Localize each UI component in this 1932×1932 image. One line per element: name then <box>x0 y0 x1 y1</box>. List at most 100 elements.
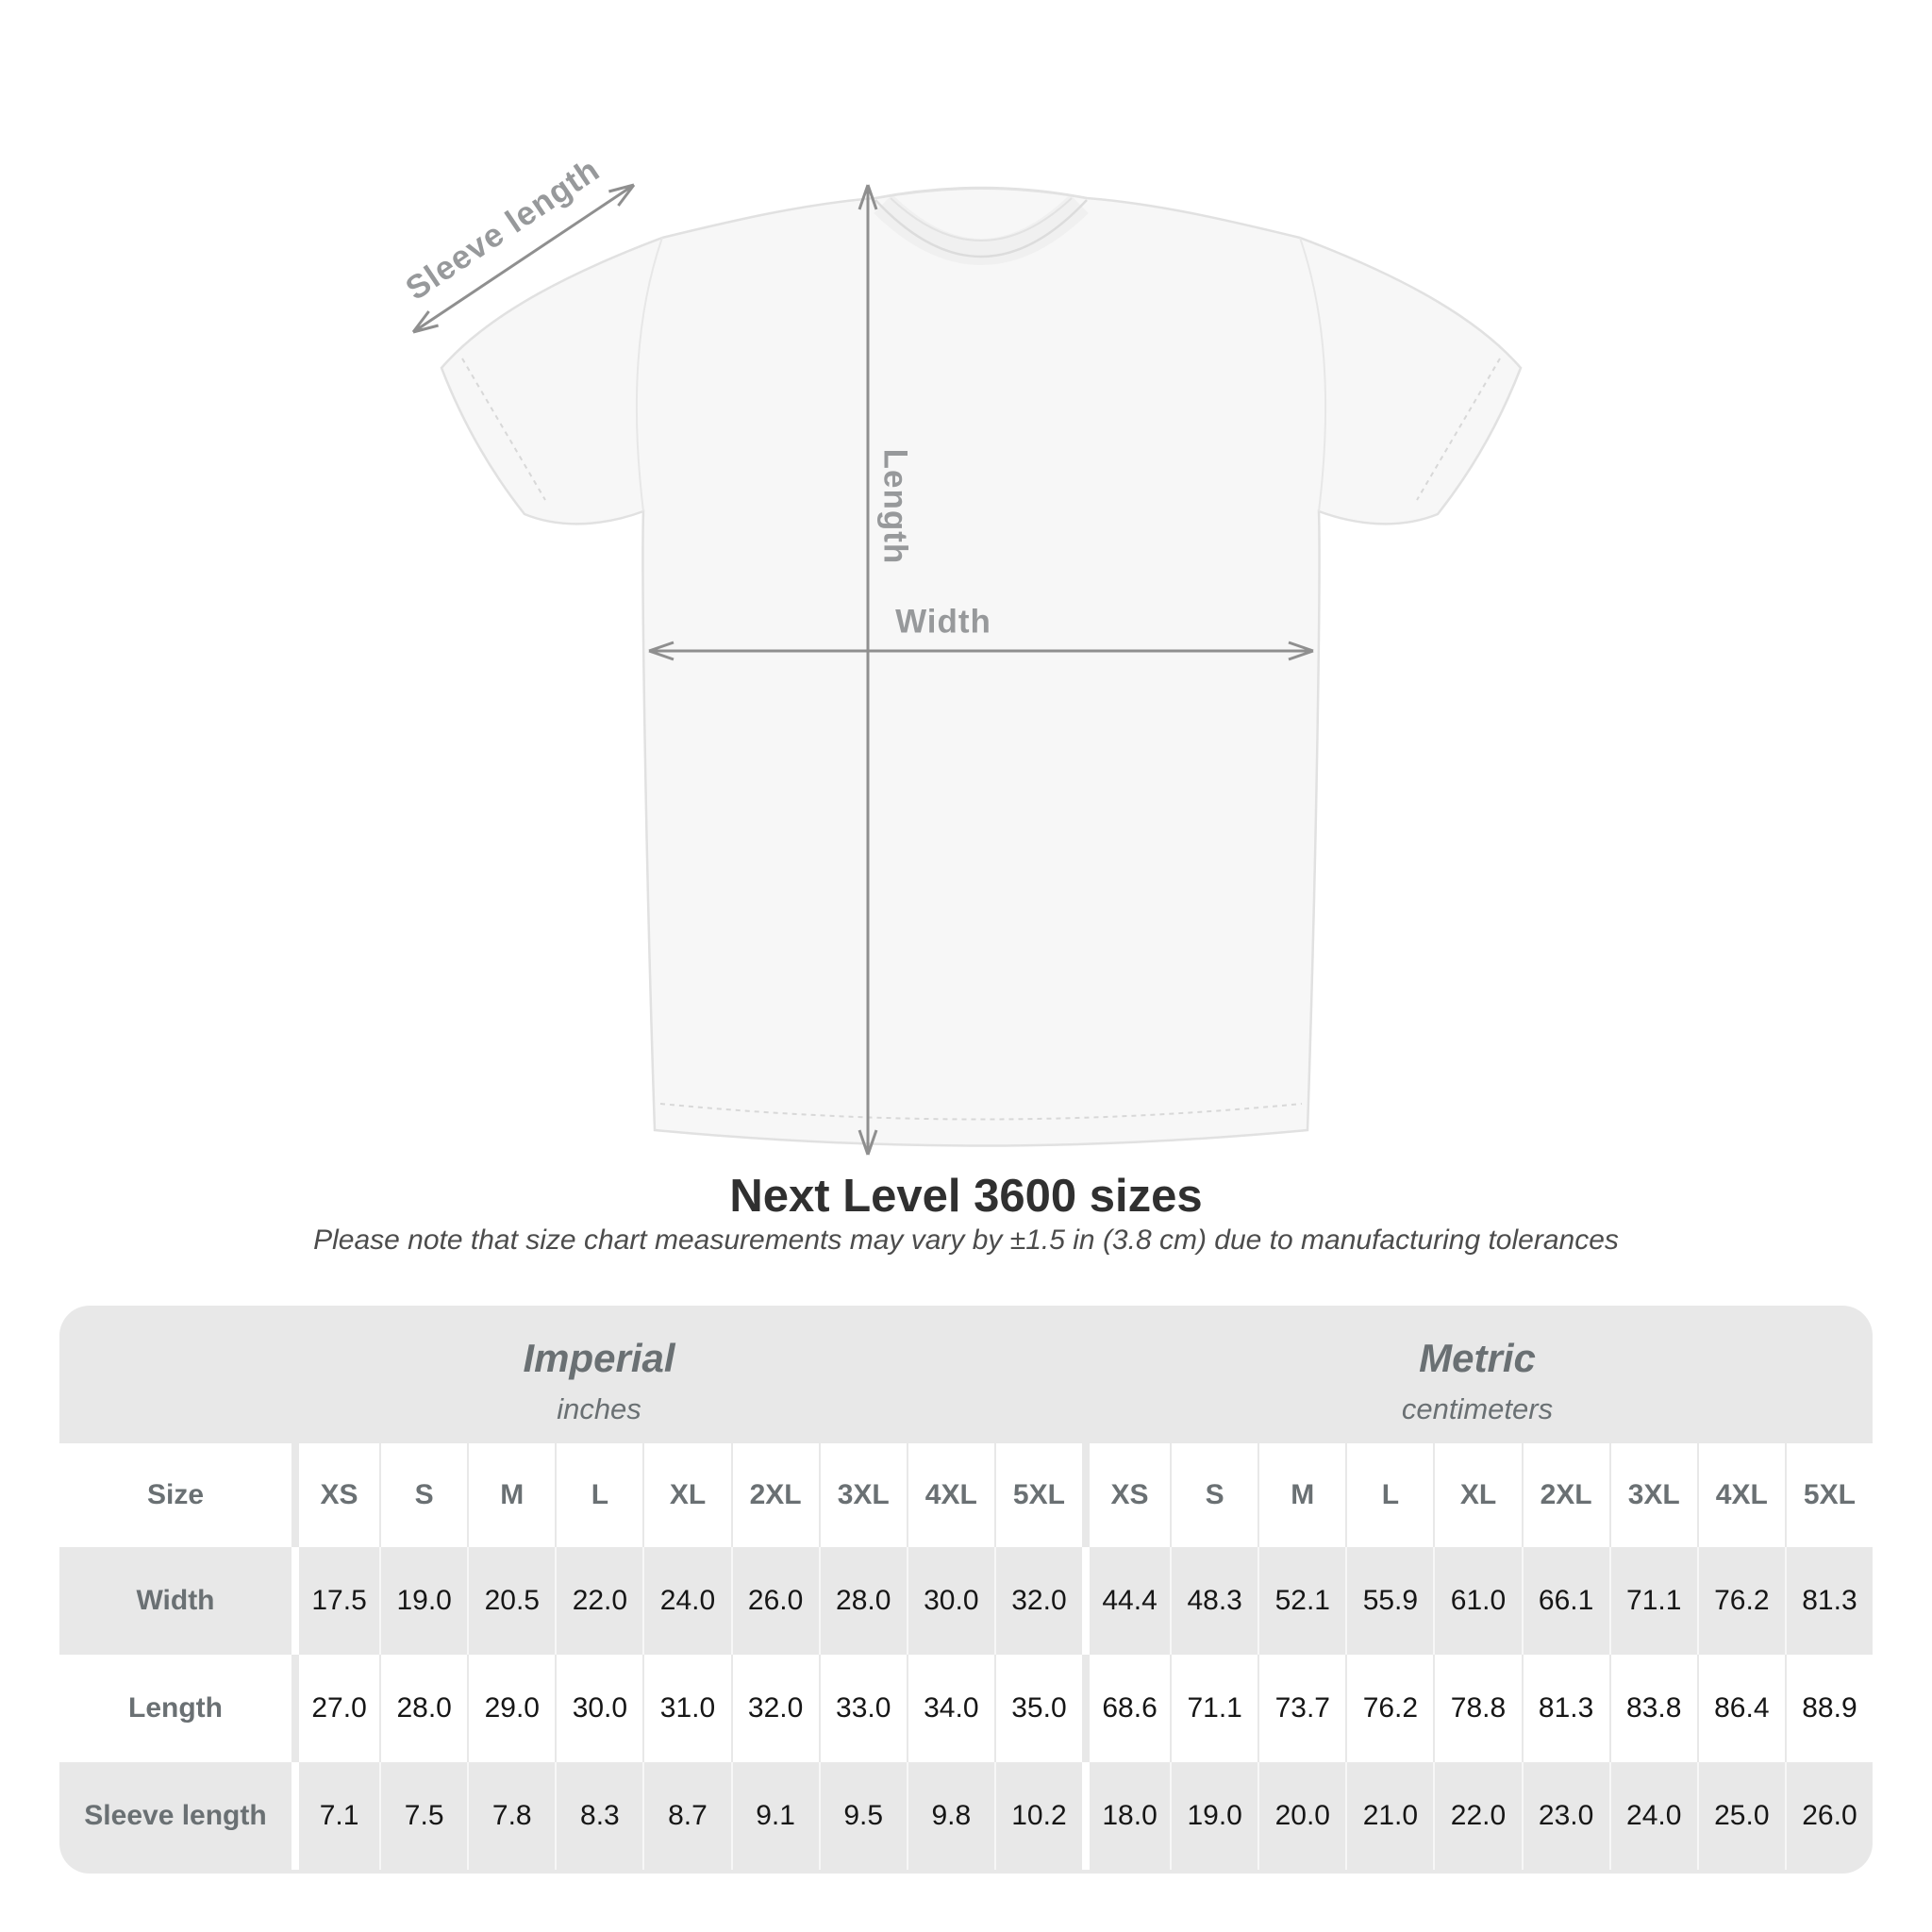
row-label: Length <box>59 1655 291 1762</box>
collar-band <box>874 193 1089 265</box>
measurement-cell: 21.0 <box>1345 1762 1433 1870</box>
measurement-cell: 29.0 <box>467 1655 556 1762</box>
size-header-metric-2xl: 2XL <box>1521 1443 1609 1547</box>
measurement-cell: 44.4 <box>1082 1547 1170 1655</box>
collar-top-edge <box>876 188 1086 199</box>
measurement-cell: 8.7 <box>642 1762 730 1870</box>
measurement-cell: 19.0 <box>379 1547 467 1655</box>
row-label: Width <box>136 1585 215 1616</box>
imperial-header: Imperial inches <box>59 1306 1082 1443</box>
measurement-row: Length 27.0 28.0 29.0 30.0 31.0 32.0 33.0 34.0 35… <box>59 1655 1873 1762</box>
units-band: Imperial inches Metric centimeters <box>59 1306 1873 1443</box>
tshirt-illustration <box>440 186 1523 1147</box>
size-table-card: Imperial inches Metric centimeters Size X… <box>59 1306 1873 1874</box>
measurement-cell: 20.0 <box>1257 1762 1345 1870</box>
imperial-title: Imperial <box>523 1336 675 1380</box>
measurement-cell: 24.0 <box>642 1547 730 1655</box>
metric-unit: centimeters <box>1401 1392 1554 1425</box>
left-sleeve-seam <box>635 237 663 512</box>
bottom-hem-stitch <box>659 1103 1303 1121</box>
tolerance-note: Please note that size chart measurements… <box>313 1224 1619 1256</box>
size-header-imperial-2xl: 2XL <box>730 1443 819 1547</box>
measurement-cell: 71.1 <box>1170 1655 1258 1762</box>
measurement-cell: 8.3 <box>555 1762 642 1870</box>
measurement-cell: 27.0 <box>291 1655 380 1762</box>
measurement-cell: 83.8 <box>1608 1655 1697 1762</box>
measurement-cell: 20.5 <box>467 1547 555 1655</box>
tshirt-measurement-diagram: Sleeve length Length Width <box>399 151 1523 1156</box>
measurement-cell: 10.2 <box>993 1762 1082 1870</box>
size-header-metric-4xl: 4XL <box>1696 1443 1785 1547</box>
left-cuff-stitch <box>461 358 546 501</box>
measurement-cell: 19.0 <box>1170 1762 1257 1870</box>
measurement-cell: 71.1 <box>1608 1547 1697 1655</box>
measurement-cell: 9.8 <box>906 1762 994 1870</box>
measurement-cell: 7.1 <box>291 1762 379 1870</box>
measurement-cell: 28.0 <box>379 1655 468 1762</box>
measurement-cell: 7.8 <box>467 1762 555 1870</box>
size-header-row: Size XS S M L XL 2XL 3XL 4XL 5XL XS S M L XL 2XL 3XL 4XL 5… <box>59 1443 1873 1547</box>
right-cuff-stitch <box>1416 358 1501 501</box>
measurement-cell: 78.8 <box>1433 1655 1522 1762</box>
size-header-metric-xl: XL <box>1433 1443 1522 1547</box>
size-header-imperial-3xl: 3XL <box>818 1443 907 1547</box>
measurement-cell: 68.6 <box>1082 1655 1171 1762</box>
measurement-cell: 35.0 <box>993 1655 1082 1762</box>
size-header-imperial-xl: XL <box>642 1443 731 1547</box>
measurement-cell: 76.2 <box>1696 1547 1785 1655</box>
measurement-cell: 55.9 <box>1345 1547 1433 1655</box>
measurement-cell: 81.3 <box>1521 1655 1609 1762</box>
measurement-cell: 28.0 <box>818 1547 907 1655</box>
metric-title: Metric <box>1419 1336 1536 1380</box>
measurement-cell: 18.0 <box>1082 1762 1170 1870</box>
measurement-cell: 48.3 <box>1170 1547 1257 1655</box>
measurement-cell: 32.0 <box>993 1547 1082 1655</box>
measurement-cell: 81.3 <box>1784 1547 1873 1655</box>
measurement-cell: 26.0 <box>730 1547 819 1655</box>
size-header-imperial-xs: XS <box>291 1443 380 1547</box>
measurement-cell: 30.0 <box>555 1655 643 1762</box>
size-header-imperial-l: L <box>555 1443 643 1547</box>
measurement-cell: 26.0 <box>1784 1762 1873 1870</box>
measurement-cell: 88.9 <box>1784 1655 1873 1762</box>
length-label: Length <box>877 449 914 565</box>
size-col-header: Size <box>59 1443 291 1547</box>
size-header-imperial-m: M <box>467 1443 556 1547</box>
measurement-cell: 31.0 <box>642 1655 731 1762</box>
measurement-cell: 34.0 <box>906 1655 994 1762</box>
row-label: Sleeve length <box>84 1800 267 1831</box>
measurement-cell: 9.5 <box>818 1762 907 1870</box>
collar-inner-edge <box>890 197 1073 242</box>
measurement-cell: 7.5 <box>379 1762 467 1870</box>
measurement-cell: 24.0 <box>1608 1762 1697 1870</box>
collar-outer-seam <box>874 199 1088 258</box>
size-table: Size XS S M L XL 2XL 3XL 4XL 5XL XS S M L XL 2XL 3XL 4XL 5… <box>59 1443 1873 1870</box>
size-header-imperial-5xl: 5XL <box>993 1443 1082 1547</box>
tshirt-silhouette <box>440 186 1523 1147</box>
size-header-metric-l: L <box>1345 1443 1434 1547</box>
measurement-cell: 17.5 <box>291 1547 379 1655</box>
size-header-imperial-s: S <box>379 1443 468 1547</box>
size-header-imperial-4xl: 4XL <box>906 1443 994 1547</box>
measurement-cell: 73.7 <box>1257 1655 1346 1762</box>
measurement-cell: 33.0 <box>818 1655 907 1762</box>
measurement-cell: 61.0 <box>1433 1547 1521 1655</box>
measurement-row: Sleeve length 7.1 7.5 7.8 8.3 8.7 9.1 9.5 9.8 10.… <box>59 1762 1873 1870</box>
size-header-metric-m: M <box>1257 1443 1346 1547</box>
measurement-cell: 52.1 <box>1257 1547 1345 1655</box>
measurement-cell: 32.0 <box>730 1655 819 1762</box>
measurement-cell: 23.0 <box>1521 1762 1609 1870</box>
imperial-unit: inches <box>557 1392 641 1425</box>
width-label: Width <box>895 604 991 641</box>
measurement-cell: 25.0 <box>1696 1762 1785 1870</box>
measurement-cell: 86.4 <box>1696 1655 1785 1762</box>
size-header-metric-s: S <box>1170 1443 1258 1547</box>
page-title: Next Level 3600 sizes <box>729 1171 1203 1222</box>
size-header-metric-3xl: 3XL <box>1608 1443 1697 1547</box>
measurement-row: Width 17.5 19.0 20.5 22.0 24.0 26.0 28.0 30.0 32.… <box>59 1547 1873 1655</box>
measurement-cell: 30.0 <box>906 1547 994 1655</box>
right-sleeve-seam <box>1299 237 1327 512</box>
metric-header: Metric centimeters <box>1082 1306 1873 1443</box>
measurement-cell: 76.2 <box>1345 1655 1434 1762</box>
length-arrow: Length <box>858 184 914 1156</box>
